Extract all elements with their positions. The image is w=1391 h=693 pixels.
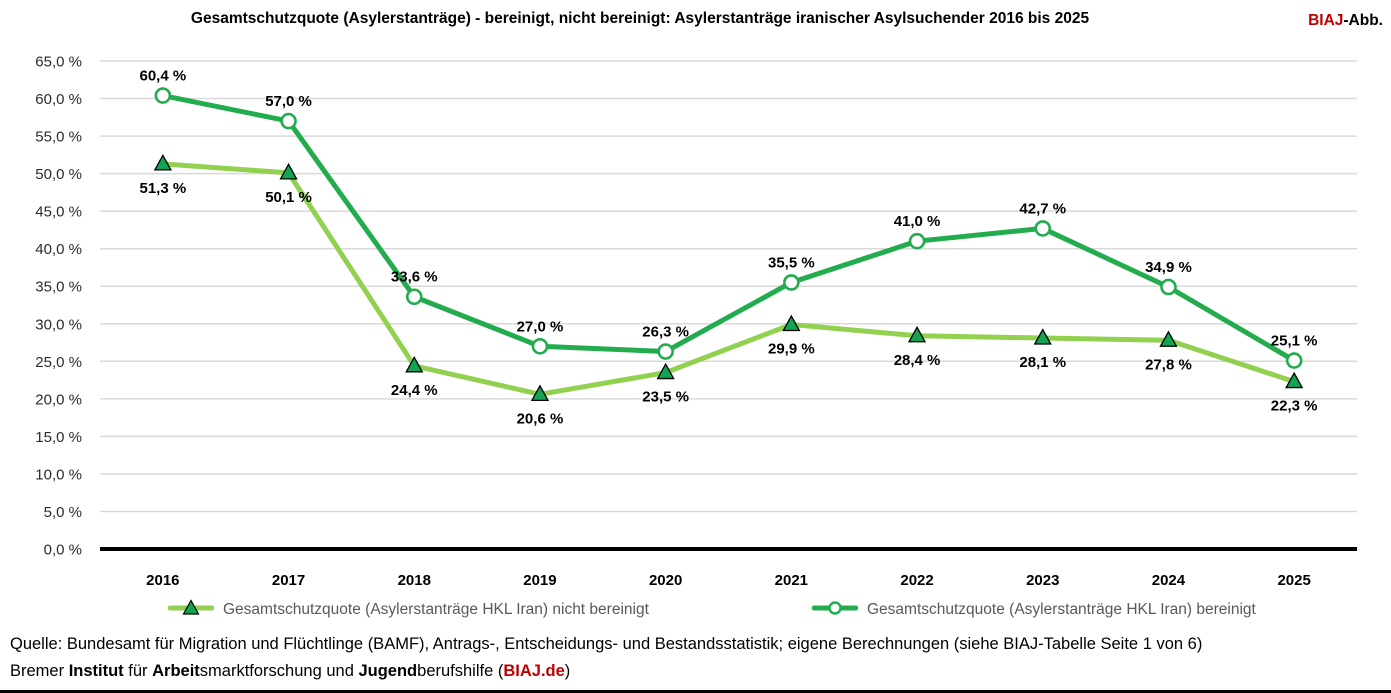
x-axis-category-label: 2019 [523, 572, 556, 589]
legend-circle [828, 600, 842, 615]
data-point-label: 25,1 % [1271, 333, 1318, 350]
data-point-triangle [530, 384, 550, 401]
data-point-triangle [1033, 328, 1052, 345]
data-point-label: 50,1 % [265, 189, 312, 206]
data-point-circle [1034, 220, 1052, 237]
data-point-circle [908, 232, 926, 250]
legend-marker-svg [812, 600, 858, 615]
data-point-label: 20,6 % [517, 410, 564, 427]
legend-triangle [182, 598, 200, 615]
x-axis-category-label: 2020 [649, 572, 682, 589]
y-axis-tick-label: 20,0 % [35, 391, 82, 408]
data-point-label: 23,5 % [642, 389, 689, 406]
data-point-triangle [782, 314, 801, 332]
y-axis-tick-label: 30,0 % [35, 316, 82, 333]
legend-triangle-line-icon [168, 598, 214, 622]
legend-entry-bereinigt: Gesamtschutzquote (Asylerstanträge HKL I… [812, 597, 1256, 623]
source-text: ) [564, 662, 571, 680]
source-text: smarktforschung und [199, 662, 359, 680]
legend-circle-line-icon [812, 599, 858, 622]
legend-marker-svg [168, 598, 214, 615]
x-axis-category-label: 2025 [1277, 572, 1310, 589]
data-point-circle [280, 112, 297, 130]
data-point-triangle [1285, 371, 1304, 389]
data-point-label: 27,0 % [517, 318, 564, 335]
x-axis-category-label: 2017 [272, 572, 305, 589]
source-line-2: Bremer Institut für Arbeitsmarktforschun… [10, 658, 1385, 685]
data-point-triangle [907, 325, 927, 343]
data-point-triangle [279, 163, 298, 180]
bottom-divider [0, 690, 1391, 693]
data-point-triangle [656, 362, 675, 380]
y-axis-tick-label: 15,0 % [35, 429, 82, 446]
data-point-label: 29,9 % [768, 341, 815, 358]
chart-title: Gesamtschutzquote (Asylerstanträge) - be… [190, 10, 1090, 27]
data-point-label: 28,4 % [894, 352, 941, 369]
y-axis-tick-label: 35,0 % [35, 279, 82, 296]
y-axis-tick-label: 25,0 % [35, 354, 82, 371]
data-point-label: 42,7 % [1019, 200, 1066, 217]
data-point-circle [783, 274, 800, 291]
source-text: Bremer [10, 662, 69, 680]
data-point-triangle [153, 154, 172, 171]
data-point-circle [154, 87, 172, 104]
data-point-circle [657, 343, 674, 360]
y-axis-tick-label: 65,0 % [35, 54, 82, 71]
data-point-label: 33,6 % [391, 269, 438, 286]
brand-biaj: BIAJ [1308, 12, 1344, 29]
data-point-label: 34,9 % [1145, 259, 1192, 276]
x-axis-category-label: 2024 [1152, 572, 1186, 589]
y-axis-tick-label: 40,0 % [35, 241, 82, 258]
legend-entry-nicht-bereinigt: Gesamtschutzquote (Asylerstanträge HKL I… [168, 597, 649, 623]
legend-label: Gesamtschutzquote (Asylerstanträge HKL I… [223, 601, 649, 618]
brand-label: BIAJ-Abb. [1308, 12, 1383, 30]
source-text-bold: Jugend [358, 662, 418, 680]
y-axis-tick-label: 10,0 % [35, 466, 82, 483]
x-axis-category-label: 2018 [398, 572, 431, 589]
source-biaj-link[interactable]: BIAJ.de [503, 662, 565, 680]
data-point-label: 27,8 % [1145, 356, 1192, 373]
x-axis-category-label: 2022 [900, 572, 933, 589]
y-axis-tick-label: 45,0 % [35, 204, 82, 221]
brand-abb: -Abb. [1343, 12, 1383, 29]
data-point-triangle [1159, 330, 1178, 347]
data-point-label: 35,5 % [768, 254, 815, 271]
series-line-circle [160, 93, 1297, 364]
data-point-circle [1160, 278, 1177, 296]
y-axis-tick-label: 5,0 % [44, 504, 82, 521]
data-point-label: 51,3 % [139, 180, 186, 197]
y-axis-tick-label: 60,0 % [35, 91, 82, 108]
source-text: berufshilfe ( [417, 662, 504, 680]
data-point-label: 26,3 % [642, 324, 689, 341]
data-point-circle [405, 288, 423, 306]
x-axis-category-label: 2021 [775, 572, 808, 589]
x-axis-category-label: 2023 [1026, 572, 1059, 589]
chart-legend: Gesamtschutzquote (Asylerstanträge HKL I… [0, 597, 1391, 623]
data-point-label: 57,0 % [265, 93, 312, 110]
data-point-label: 28,1 % [1019, 354, 1066, 371]
source-note: Quelle: Bundesamt für Migration und Flüc… [10, 631, 1385, 685]
data-point-circle [1285, 352, 1303, 369]
source-text-bold: Institut [68, 662, 124, 680]
y-axis-tick-label: 50,0 % [35, 166, 82, 183]
y-axis-tick-label: 55,0 % [35, 129, 82, 146]
data-point-label: 41,0 % [894, 213, 941, 230]
source-text-bold: Arbeit [152, 662, 200, 680]
chart-canvas: 0,0 % 5,0 % 10,0 % 15,0 % 20,0 % 25,0 % 30,0 %… [35, 54, 1357, 589]
data-point-triangle [405, 355, 424, 373]
data-point-label: 60,4 % [139, 68, 186, 85]
y-axis-tick-label: 0,0 % [44, 542, 82, 559]
series-line-triangle [160, 161, 1297, 397]
source-text: für [123, 662, 153, 680]
source-line-1: Quelle: Bundesamt für Migration und Flüc… [10, 635, 1203, 653]
data-point-label: 22,3 % [1271, 398, 1318, 415]
x-axis-category-label: 2016 [146, 572, 179, 589]
data-point-label: 24,4 % [391, 382, 438, 399]
data-point-circle [531, 337, 549, 355]
legend-label: Gesamtschutzquote (Asylerstanträge HKL I… [867, 601, 1256, 618]
